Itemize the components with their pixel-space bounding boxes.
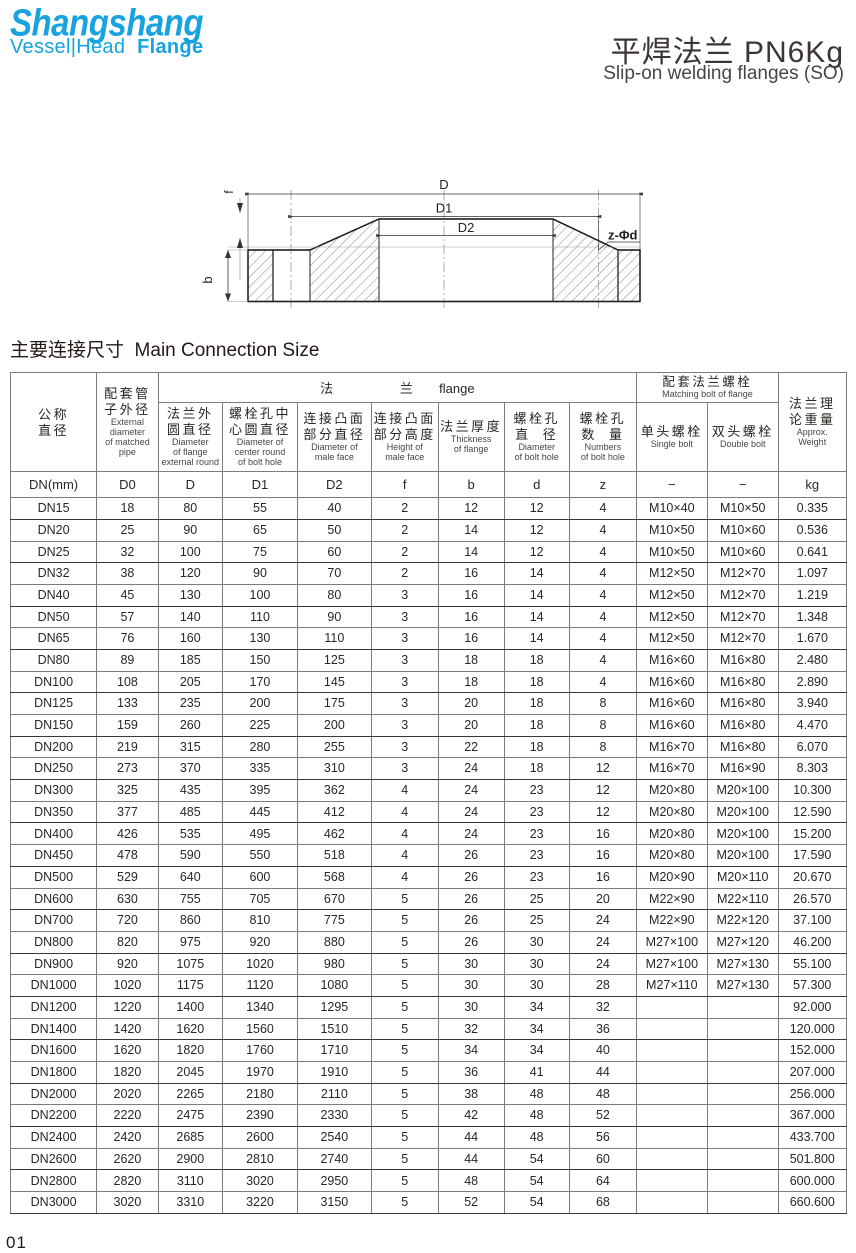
svg-text:D2: D2 [458, 220, 475, 235]
svg-text:D: D [439, 177, 448, 192]
svg-text:f: f [224, 190, 236, 194]
svg-text:D1: D1 [436, 201, 453, 216]
svg-text:b: b [200, 276, 215, 283]
svg-text:z-Φd: z-Φd [608, 228, 637, 243]
